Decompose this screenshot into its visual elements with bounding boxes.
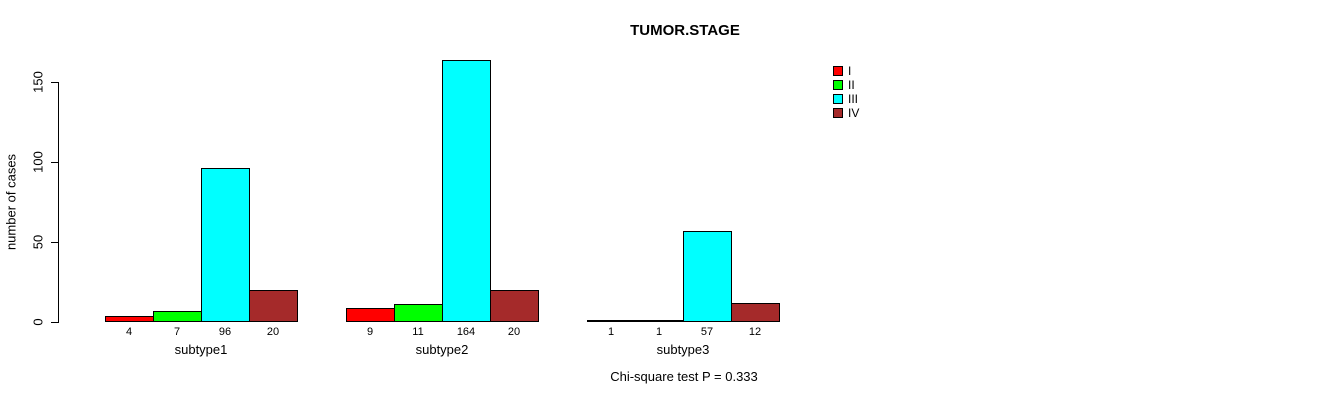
bar-III-subtype1 <box>201 168 250 322</box>
chart-title: TUMOR.STAGE <box>630 22 740 39</box>
bar-value-label: 4 <box>125 326 133 338</box>
y-tick <box>51 242 58 243</box>
bar-value-label: 1 <box>655 326 663 338</box>
bar-II-subtype2 <box>394 304 443 322</box>
y-tick <box>51 162 58 163</box>
legend-item-III: III <box>833 92 859 106</box>
bar-IV-subtype2 <box>490 290 539 322</box>
legend-swatch-II <box>833 80 843 90</box>
bar-IV-subtype1 <box>249 290 298 322</box>
x-category-label-subtype3: subtype3 <box>656 342 710 357</box>
legend-item-I: I <box>833 64 859 78</box>
bar-value-label: 11 <box>412 326 424 338</box>
legend-swatch-I <box>833 66 843 76</box>
legend-item-II: II <box>833 78 859 92</box>
y-tick <box>51 322 58 323</box>
legend: I II III IV <box>833 64 860 122</box>
x-category-label-subtype1: subtype1 <box>174 342 228 357</box>
legend-label: II <box>848 78 855 92</box>
bar-value-label: 20 <box>507 326 521 338</box>
legend-label: I <box>848 64 852 78</box>
bar-value-label: 164 <box>456 326 476 338</box>
legend-swatch-III <box>833 94 843 104</box>
y-tick-label: 150 <box>30 71 46 93</box>
y-axis-line <box>58 82 59 323</box>
bar-value-label: 57 <box>700 326 714 338</box>
x-category-label-subtype2: subtype2 <box>415 342 469 357</box>
legend-label: IV <box>848 106 860 120</box>
bar-I-subtype1 <box>105 316 154 322</box>
bar-value-label: 1 <box>607 326 615 338</box>
legend-swatch-IV <box>833 108 843 118</box>
bar-II-subtype3 <box>635 320 684 322</box>
bar-value-label: 20 <box>266 326 280 338</box>
bar-value-label: 9 <box>366 326 374 338</box>
chi-square-note: Chi-square test P = 0.333 <box>610 369 758 384</box>
bar-I-subtype3 <box>587 320 636 322</box>
bar-I-subtype2 <box>346 308 395 322</box>
y-tick-label: 0 <box>30 318 46 326</box>
bar-IV-subtype3 <box>731 303 780 322</box>
bar-value-label: 7 <box>173 326 181 338</box>
bar-value-label: 96 <box>218 326 232 338</box>
y-tick <box>51 82 58 83</box>
legend-label: III <box>848 92 859 106</box>
legend-item-IV: IV <box>833 106 860 120</box>
y-tick-label: 100 <box>30 151 46 173</box>
bar-III-subtype3 <box>683 231 732 322</box>
bar-III-subtype2 <box>442 60 491 322</box>
bar-II-subtype1 <box>153 311 202 322</box>
bar-value-label: 12 <box>748 326 762 338</box>
y-tick-label: 50 <box>30 234 46 250</box>
